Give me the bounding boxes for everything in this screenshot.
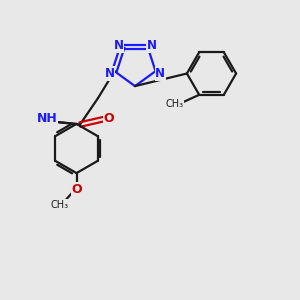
Text: O: O [71, 183, 82, 196]
Text: O: O [103, 112, 114, 125]
Text: N: N [105, 67, 115, 80]
Text: N: N [147, 39, 157, 52]
Text: NH: NH [37, 112, 57, 125]
Text: CH₃: CH₃ [51, 200, 69, 210]
Text: N: N [113, 39, 123, 52]
Text: N: N [155, 67, 165, 80]
Text: CH₃: CH₃ [166, 99, 184, 110]
